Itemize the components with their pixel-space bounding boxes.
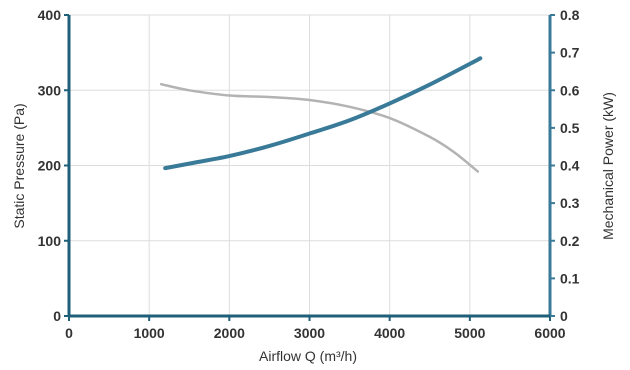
- x-tick-label: 6000: [534, 325, 565, 341]
- y2-tick-label: 0.4: [560, 158, 580, 174]
- y2-tick-label: 0: [560, 308, 568, 324]
- y-tick-label: 100: [38, 233, 62, 249]
- y2-tick-label: 0.7: [560, 45, 580, 61]
- x-tick-label: 2000: [214, 325, 245, 341]
- y2-axis-title: Mechanical Power (kW): [600, 92, 616, 240]
- pressure-curve-line: [159, 82, 480, 173]
- y2-tick-label: 0.8: [560, 7, 580, 23]
- power-curve-line: [163, 56, 483, 171]
- y2-tick-label: 0.1: [560, 270, 580, 286]
- y-tick-label: 400: [38, 7, 62, 23]
- x-tick-label: 4000: [374, 325, 405, 341]
- y-tick-label: 300: [38, 82, 62, 98]
- y-tick-label: 0: [53, 308, 61, 324]
- y2-tick-label: 0.5: [560, 120, 580, 136]
- x-axis-title: Airflow Q (m³/h): [259, 348, 357, 364]
- ticks: 0 1000 2000 3000 4000 5000 6000010020030040000…: [38, 7, 580, 341]
- y-tick-label: 200: [38, 158, 62, 174]
- x-tick-label: 3000: [294, 325, 325, 341]
- y-axis-title: Static Pressure (Pa): [11, 103, 27, 228]
- x-tick-label: 5000: [454, 325, 485, 341]
- x-tick-label: 1000: [134, 325, 165, 341]
- x-tick-label: 0: [65, 325, 73, 341]
- series-layer: [159, 56, 483, 173]
- y2-tick-label: 0.6: [560, 82, 580, 98]
- y2-tick-label: 0.2: [560, 233, 580, 249]
- y2-tick-label: 0.3: [560, 195, 580, 211]
